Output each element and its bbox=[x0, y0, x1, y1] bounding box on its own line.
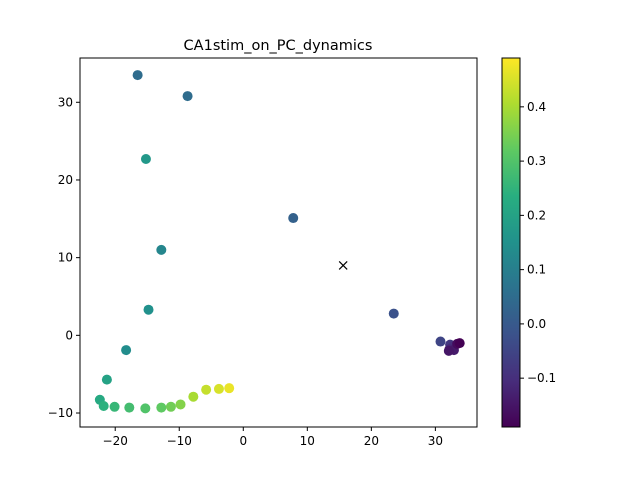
colorbar: −0.1 0.0 0.1 0.2 0.3 0.4 bbox=[501, 57, 556, 428]
x-tick-label: 0 bbox=[239, 434, 247, 448]
x-tick-label: −20 bbox=[103, 434, 128, 448]
plot-frame bbox=[79, 57, 478, 428]
chart-title: CA1stim_on_PC_dynamics bbox=[184, 38, 373, 54]
data-point bbox=[443, 345, 454, 356]
data-point bbox=[165, 401, 176, 412]
data-point bbox=[132, 70, 143, 81]
y-tick-label: 10 bbox=[58, 251, 73, 265]
colorbar-gradient bbox=[501, 57, 521, 428]
colorbar-tick-label: 0.0 bbox=[527, 317, 546, 331]
data-point bbox=[435, 336, 446, 347]
data-point bbox=[224, 383, 235, 394]
colorbar-tick-label: 0.3 bbox=[527, 154, 546, 168]
data-point bbox=[101, 374, 112, 385]
data-point bbox=[213, 383, 224, 394]
y-tick-label: 20 bbox=[58, 173, 73, 187]
colorbar-tick-label: −0.1 bbox=[527, 371, 556, 385]
y-tick-label: 30 bbox=[58, 95, 73, 109]
colorbar-tick-label: 0.4 bbox=[527, 100, 546, 114]
colorbar-ticks: −0.1 0.0 0.1 0.2 0.3 0.4 bbox=[520, 100, 556, 385]
data-point bbox=[188, 391, 199, 402]
colorbar-tick-label: 0.1 bbox=[527, 263, 546, 277]
data-point bbox=[454, 338, 465, 349]
data-point bbox=[121, 345, 132, 356]
x-tick-label: −10 bbox=[167, 434, 192, 448]
data-point bbox=[109, 401, 120, 412]
data-point bbox=[156, 244, 167, 255]
data-point bbox=[98, 401, 109, 412]
marker-layer bbox=[338, 260, 348, 270]
data-point bbox=[201, 384, 212, 395]
x-marker bbox=[338, 260, 348, 270]
plot-area bbox=[79, 57, 478, 428]
data-point bbox=[388, 308, 399, 319]
data-point bbox=[140, 153, 151, 164]
data-point bbox=[124, 402, 135, 413]
data-point bbox=[140, 403, 151, 414]
x-axis: −20 −10 0 10 20 30 bbox=[103, 427, 443, 448]
x-tick-label: 20 bbox=[364, 434, 379, 448]
data-point bbox=[156, 402, 167, 413]
data-point bbox=[143, 304, 154, 315]
y-tick-label: 0 bbox=[65, 328, 73, 342]
x-tick-label: 30 bbox=[428, 434, 443, 448]
data-point bbox=[182, 91, 193, 102]
x-tick-label: 10 bbox=[300, 434, 315, 448]
points-layer bbox=[94, 70, 465, 414]
y-axis: −10 0 10 20 30 bbox=[48, 95, 80, 420]
colorbar-tick-label: 0.2 bbox=[527, 208, 546, 222]
y-tick-label: −10 bbox=[48, 406, 73, 420]
data-point bbox=[288, 213, 299, 224]
data-point bbox=[175, 399, 186, 410]
